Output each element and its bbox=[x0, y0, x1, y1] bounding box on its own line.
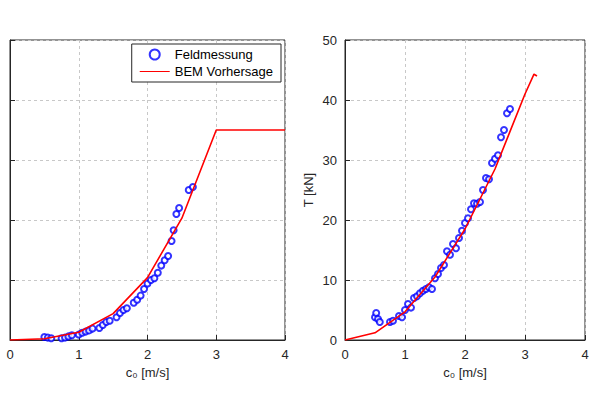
svg-text:0: 0 bbox=[330, 333, 337, 348]
svg-text:20: 20 bbox=[323, 213, 337, 228]
svg-text:4: 4 bbox=[281, 347, 288, 362]
svg-text:3: 3 bbox=[521, 347, 528, 362]
svg-text:1: 1 bbox=[75, 347, 82, 362]
svg-text:2: 2 bbox=[144, 347, 151, 362]
svg-text:3: 3 bbox=[213, 347, 220, 362]
svg-text:30: 30 bbox=[323, 153, 337, 168]
svg-text:1: 1 bbox=[401, 347, 408, 362]
svg-text:2: 2 bbox=[461, 347, 468, 362]
svg-text:T [kN]: T [kN] bbox=[301, 173, 316, 207]
svg-text:0: 0 bbox=[341, 347, 348, 362]
svg-text:4: 4 bbox=[581, 347, 588, 362]
svg-text:c₀ [m/s]: c₀ [m/s] bbox=[443, 365, 487, 380]
svg-text:c₀ [m/s]: c₀ [m/s] bbox=[126, 365, 170, 380]
svg-text:Feldmessung: Feldmessung bbox=[175, 47, 253, 62]
svg-text:50: 50 bbox=[323, 33, 337, 48]
svg-text:40: 40 bbox=[323, 93, 337, 108]
svg-text:10: 10 bbox=[323, 273, 337, 288]
svg-text:BEM Vorhersage: BEM Vorhersage bbox=[175, 64, 273, 79]
svg-text:0: 0 bbox=[6, 347, 13, 362]
